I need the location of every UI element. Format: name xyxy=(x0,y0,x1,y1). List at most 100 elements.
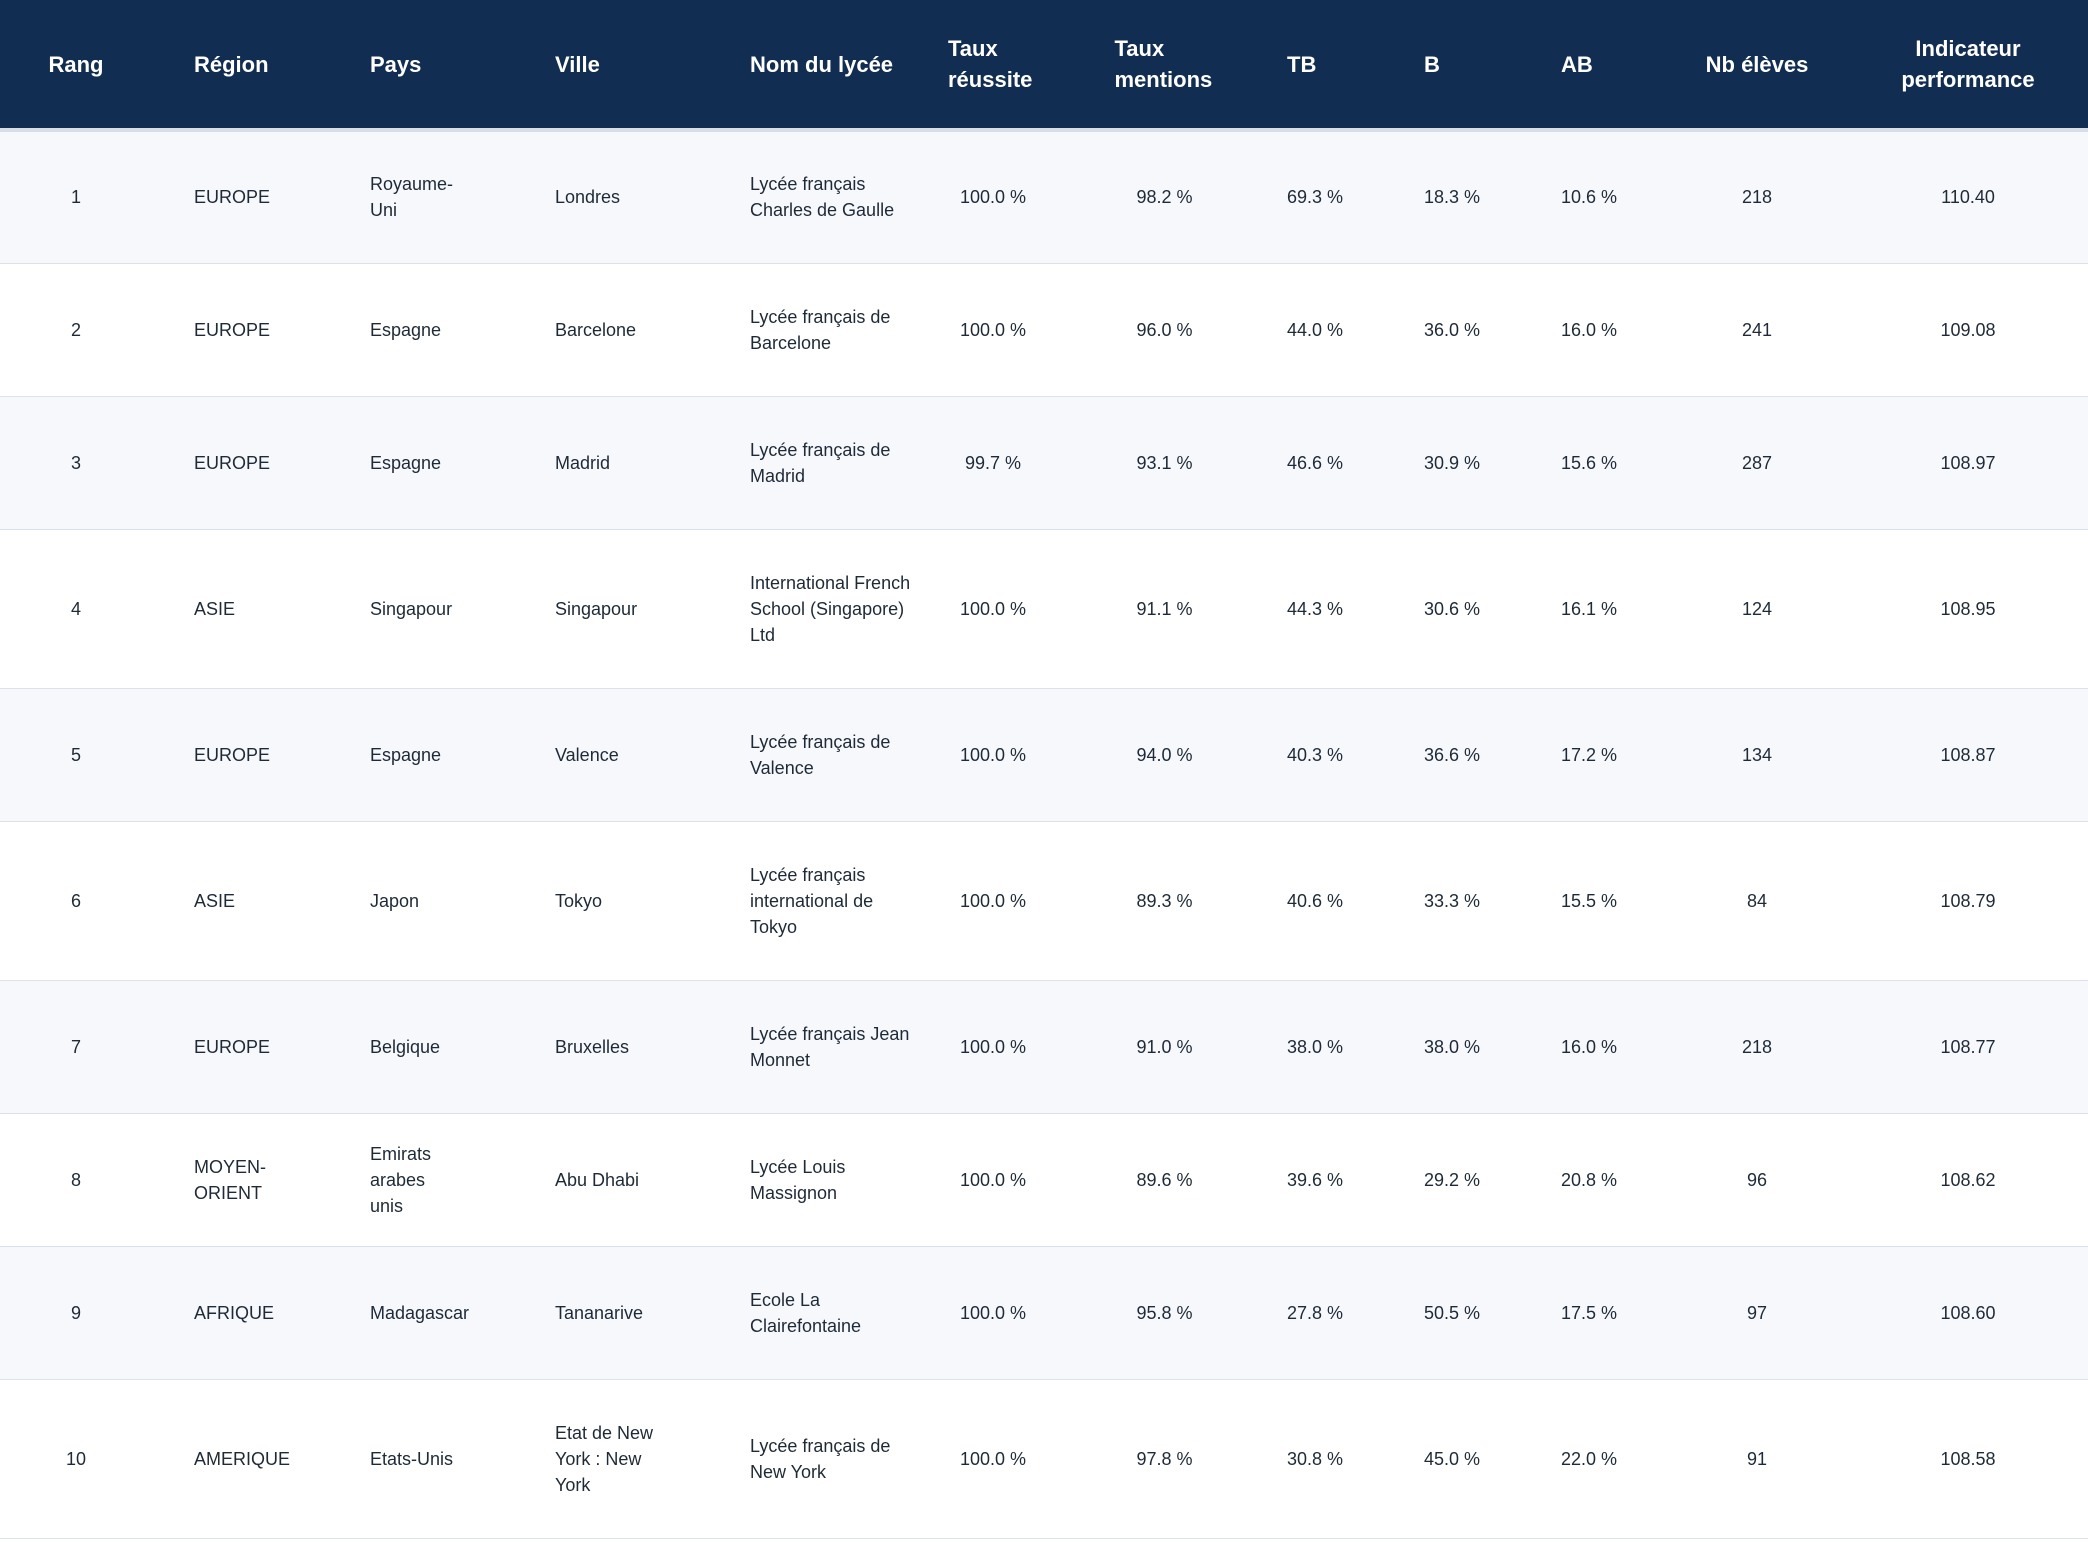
cell-ab: 16.0 % xyxy=(1561,319,1618,340)
cell-indicateur: 108.58 xyxy=(1940,1448,1996,1469)
cell-pays: Espagne xyxy=(370,452,442,473)
cell-rang: 7 xyxy=(70,1036,81,1057)
cell-tb: 69.3 % xyxy=(1287,187,1344,208)
cell-indicateur: 110.40 xyxy=(1941,187,1995,208)
cell-taux-mentions: 89.6 % xyxy=(1136,1169,1193,1190)
table-row[interactable]: 1 EUROPE Royaume-Uni Londres Lycée français … xyxy=(0,130,2088,263)
cell-ab: 16.0 % xyxy=(1561,1036,1618,1057)
cell-lycee: International French School (Singapore) … xyxy=(750,572,911,645)
column-header-nb-eleves[interactable]: Nb élèves xyxy=(1705,51,1809,77)
table-row[interactable]: 7 EUROPE Belgique Bruxelles Lycée français J… xyxy=(0,980,2088,1113)
cell-rang: 1 xyxy=(70,187,81,208)
cell-tb: 40.3 % xyxy=(1287,744,1344,765)
cell-ab: 17.2 % xyxy=(1561,744,1618,765)
cell-region: ASIE xyxy=(194,890,236,911)
cell-indicateur: 109.08 xyxy=(1940,319,1996,340)
column-header-lycee[interactable]: Nom du lycée xyxy=(750,51,894,77)
cell-ville: Valence xyxy=(555,744,619,765)
column-header-taux-mentions[interactable]: Taux mentions xyxy=(1114,36,1213,92)
cell-ville: Barcelone xyxy=(555,319,637,340)
column-header-b[interactable]: B xyxy=(1424,51,1440,77)
cell-rang: 8 xyxy=(70,1169,81,1190)
table-body: 1 EUROPE Royaume-Uni Londres Lycée français … xyxy=(0,130,2088,1538)
table-header: Rang Région Pays Ville Nom du lycée Taux… xyxy=(0,0,2088,130)
table-row[interactable]: 2 EUROPE Espagne Barcelone Lycée français de… xyxy=(0,263,2088,396)
cell-taux-mentions: 93.1 % xyxy=(1136,452,1193,473)
cell-indicateur: 108.62 xyxy=(1940,1169,1996,1190)
cell-lycee: Lycée français de Barcelone xyxy=(750,306,891,353)
column-header-pays[interactable]: Pays xyxy=(370,51,422,77)
cell-region: EUROPE xyxy=(194,452,271,473)
cell-taux-reussite: 100.0 % xyxy=(959,598,1027,619)
cell-ville: Tananarive xyxy=(555,1302,644,1323)
cell-nb-eleves: 96 xyxy=(1746,1169,1768,1190)
cell-taux-mentions: 94.0 % xyxy=(1136,744,1193,765)
cell-tb: 40.6 % xyxy=(1287,890,1344,911)
column-header-ville[interactable]: Ville xyxy=(555,51,600,77)
cell-lycee: Lycée français Jean Monnet xyxy=(750,1023,910,1070)
table-row[interactable]: 8 MOYEN-ORIENT Emirats arabes unis Abu Dhab… xyxy=(0,1113,2088,1246)
column-header-taux-reussite[interactable]: Taux réussite xyxy=(948,36,1033,92)
table-row[interactable]: 4 ASIE Singapour Singapour International Fre… xyxy=(0,529,2088,688)
cell-ab: 15.5 % xyxy=(1561,890,1618,911)
cell-taux-reussite: 100.0 % xyxy=(959,1169,1027,1190)
cell-lycee: Lycée français international de Tokyo xyxy=(750,864,874,937)
cell-ville: Bruxelles xyxy=(555,1036,630,1057)
cell-b: 36.0 % xyxy=(1424,319,1481,340)
cell-rang: 3 xyxy=(70,452,81,473)
table-row[interactable]: 10 AMERIQUE Etats-Unis Etat de New York : N… xyxy=(0,1379,2088,1538)
cell-taux-reussite: 100.0 % xyxy=(959,319,1027,340)
table-row[interactable]: 3 EUROPE Espagne Madrid Lycée français de Ma… xyxy=(0,396,2088,529)
cell-pays: Espagne xyxy=(370,319,442,340)
cell-lycee: Lycée français de Madrid xyxy=(750,439,891,486)
cell-nb-eleves: 134 xyxy=(1741,744,1773,765)
cell-nb-eleves: 241 xyxy=(1741,319,1773,340)
cell-nb-eleves: 91 xyxy=(1746,1448,1768,1469)
cell-b: 30.6 % xyxy=(1424,598,1481,619)
cell-nb-eleves: 218 xyxy=(1741,1036,1773,1057)
cell-taux-reussite: 100.0 % xyxy=(959,1302,1027,1323)
cell-taux-reussite: 100.0 % xyxy=(959,744,1027,765)
column-header-ab[interactable]: AB xyxy=(1561,51,1593,77)
cell-pays: Emirats arabes unis xyxy=(370,1143,432,1216)
cell-region: EUROPE xyxy=(194,187,271,208)
cell-region: AFRIQUE xyxy=(194,1302,275,1323)
cell-indicateur: 108.77 xyxy=(1940,1036,1996,1057)
cell-ville: Londres xyxy=(555,187,621,208)
cell-ville: Tokyo xyxy=(555,890,603,911)
cell-ab: 10.6 % xyxy=(1561,187,1618,208)
cell-region: AMERIQUE xyxy=(194,1448,291,1469)
cell-ville: Abu Dhabi xyxy=(555,1169,640,1190)
table-row[interactable]: 5 EUROPE Espagne Valence Lycée français de V… xyxy=(0,688,2088,821)
cell-rang: 9 xyxy=(70,1302,81,1323)
column-header-tb[interactable]: TB xyxy=(1287,51,1317,77)
cell-ab: 17.5 % xyxy=(1561,1302,1618,1323)
cell-tb: 46.6 % xyxy=(1287,452,1344,473)
cell-nb-eleves: 97 xyxy=(1746,1302,1768,1323)
cell-taux-mentions: 95.8 % xyxy=(1136,1302,1193,1323)
cell-tb: 44.0 % xyxy=(1287,319,1344,340)
cell-b: 36.6 % xyxy=(1424,744,1481,765)
table-row[interactable]: 9 AFRIQUE Madagascar Tananarive Ecole La Cla… xyxy=(0,1246,2088,1379)
cell-lycee: Lycée Louis Massignon xyxy=(750,1156,846,1203)
cell-ville: Etat de New York : New York xyxy=(555,1422,654,1495)
cell-indicateur: 108.95 xyxy=(1940,598,1996,619)
column-header-region[interactable]: Région xyxy=(194,51,269,77)
cell-ab: 20.8 % xyxy=(1561,1169,1618,1190)
cell-rang: 10 xyxy=(65,1448,87,1469)
table-row[interactable]: 6 ASIE Japon Tokyo Lycée français internatio… xyxy=(0,821,2088,980)
cell-region: EUROPE xyxy=(194,319,271,340)
cell-tb: 30.8 % xyxy=(1287,1448,1344,1469)
cell-region: ASIE xyxy=(194,598,236,619)
cell-nb-eleves: 124 xyxy=(1741,598,1773,619)
cell-rang: 5 xyxy=(70,744,81,765)
column-header-indicateur[interactable]: Indicateur performance xyxy=(1901,36,2035,92)
cell-ab: 22.0 % xyxy=(1561,1448,1618,1469)
column-header-rang[interactable]: Rang xyxy=(48,51,104,77)
cell-ville: Singapour xyxy=(555,598,638,619)
cell-b: 29.2 % xyxy=(1424,1169,1481,1190)
cell-b: 18.3 % xyxy=(1424,187,1481,208)
cell-lycee: Lycée français Charles de Gaulle xyxy=(750,174,895,221)
cell-rang: 6 xyxy=(70,890,81,911)
